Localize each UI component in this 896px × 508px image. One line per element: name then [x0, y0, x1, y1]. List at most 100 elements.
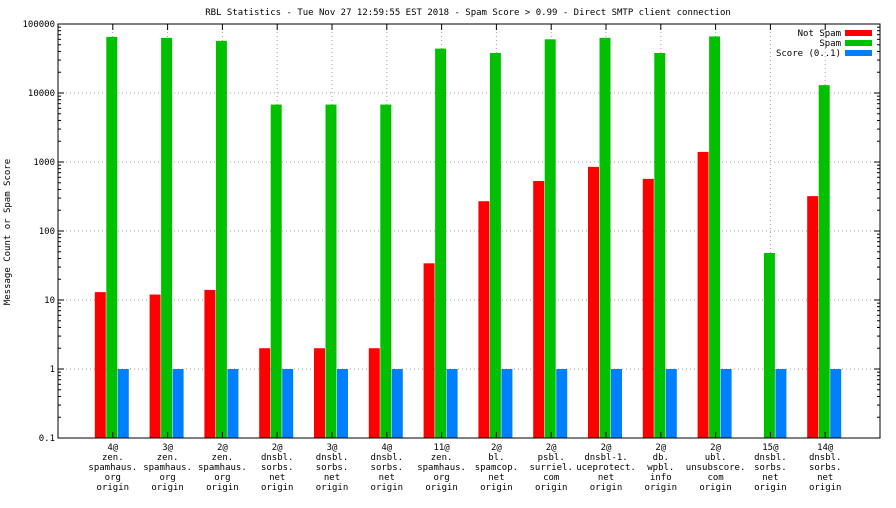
x-tick-label-line: origin	[316, 483, 349, 493]
x-tick-label-line: sorbs.	[371, 463, 404, 473]
x-tick-label: 4@ dnsbl. sorbs. net origin	[371, 443, 404, 493]
x-tick-label-line: 2@	[272, 443, 283, 453]
x-tick-label: 2@ dnsbl. sorbs. net origin	[261, 443, 294, 493]
x-tick-label-line: dnsbl.	[809, 453, 842, 463]
x-tick-label-line: com	[707, 473, 723, 483]
x-tick-label-line: origin	[261, 483, 294, 493]
x-tick-label-line: 2@	[601, 443, 612, 453]
x-tick-label-line: 3@	[162, 443, 173, 453]
x-tick-label-line: net	[488, 473, 504, 483]
x-tick-label-line: zen.	[431, 453, 453, 463]
bar-spam	[489, 52, 501, 438]
x-tick-label-line: 2@	[710, 443, 721, 453]
bar-spam	[380, 104, 392, 438]
x-tick-label-line: 4@	[381, 443, 392, 453]
x-tick-label-line: surriel.	[530, 463, 573, 473]
x-tick-label-line: zen.	[157, 453, 179, 463]
x-tick-label-line: info	[650, 473, 672, 483]
x-tick-label-line: 2@	[655, 443, 666, 453]
legend-label: Score (0..1)	[776, 49, 841, 59]
x-tick-label-line: net	[379, 473, 395, 483]
x-tick-label-line: origin	[206, 483, 239, 493]
y-tick-label: 1000	[33, 158, 55, 168]
x-tick-label-line: net	[324, 473, 340, 483]
x-tick-label-line: origin	[754, 483, 787, 493]
x-tick-label: 2@ psbl. surriel. com origin	[530, 443, 573, 493]
y-axis-label: Message Count or Spam Score	[3, 159, 13, 305]
bar-not-spam	[94, 292, 106, 438]
legend-label: Not Spam	[798, 29, 841, 39]
x-tick-label: 2@ ubl. unsubscore. com origin	[686, 443, 746, 493]
x-tick-label-line: unsubscore.	[686, 463, 746, 473]
bar-spam	[818, 85, 830, 438]
x-tick-label-line: 4@	[107, 443, 118, 453]
chart-title: RBL Statistics - Tue Nov 27 12:59:55 EST…	[205, 8, 731, 18]
bar-spam	[763, 252, 775, 438]
bar-score-0-1	[501, 369, 513, 438]
bar-score-0-1	[337, 369, 348, 438]
y-tick-label: 1	[50, 365, 55, 375]
x-tick-label: 3@ dnsbl. sorbs. net origin	[316, 443, 349, 493]
x-tick-label-line: origin	[809, 483, 842, 493]
y-tick-label: 10	[44, 296, 55, 306]
bars-layer	[94, 36, 842, 439]
bar-spam	[544, 39, 556, 439]
x-tick-label-line: origin	[590, 483, 623, 493]
x-tick-label-line: psbl.	[538, 453, 565, 463]
x-tick-label-line: com	[543, 473, 559, 483]
x-tick-label-line: dnsbl.	[261, 453, 294, 463]
bar-not-spam	[807, 196, 819, 438]
bar-spam	[161, 37, 173, 439]
bar-spam	[106, 36, 118, 439]
x-tick-label-line: net	[598, 473, 614, 483]
bar-spam	[654, 52, 666, 438]
x-tick-label: 2@ dnsbl-1. uceprotect. net origin	[576, 443, 636, 493]
bar-score-0-1	[446, 369, 458, 438]
x-tick-label-line: 2@	[217, 443, 228, 453]
bar-not-spam	[588, 166, 599, 438]
x-tick-label-line: sorbs.	[261, 463, 294, 473]
y-tick-label: 10000	[28, 89, 55, 99]
bar-not-spam	[423, 263, 435, 438]
x-tick-label-line: 3@	[327, 443, 338, 453]
x-tick-label-line: dnsbl.	[754, 453, 787, 463]
x-tick-label: 2@ db. wpbl. info origin	[645, 443, 678, 493]
x-tick-label-line: 11@	[433, 443, 450, 453]
bar-score-0-1	[611, 369, 622, 438]
bar-score-0-1	[282, 369, 294, 438]
x-tick-label-line: sorbs.	[754, 463, 787, 473]
bar-spam	[599, 37, 611, 439]
bar-spam	[215, 40, 227, 438]
legend-swatch	[845, 50, 872, 56]
x-tick-label-line: dnsbl.	[371, 453, 404, 463]
x-tick-label: 4@ zen. spamhaus. org origin	[88, 443, 137, 493]
x-tick-label-line: net	[762, 473, 778, 483]
bar-score-0-1	[720, 369, 732, 438]
x-tick-label-line: spamhaus.	[143, 463, 192, 473]
bar-score-0-1	[172, 369, 184, 438]
x-tick-label-line: net	[269, 473, 285, 483]
x-tick-label-line: 2@	[546, 443, 557, 453]
bar-not-spam	[259, 348, 271, 438]
x-tick-label-line: sorbs.	[316, 463, 349, 473]
y-tick-label: 100000	[22, 20, 55, 30]
bar-not-spam	[533, 181, 545, 438]
x-tick-label-line: ubl.	[705, 453, 727, 463]
x-tick-label-line: org	[433, 473, 449, 483]
x-tick-label-line: origin	[699, 483, 732, 493]
x-tick-label-line: origin	[645, 483, 678, 493]
x-tick-label-line: org	[214, 473, 230, 483]
bar-score-0-1	[556, 369, 568, 438]
x-tick-label-line: wpbl.	[647, 463, 674, 473]
x-tick-label: 15@ dnsbl. sorbs. net origin	[754, 443, 787, 493]
x-tick-label-line: org	[105, 473, 121, 483]
y-tick-label: 100	[39, 227, 55, 237]
x-tick-label-line: origin	[535, 483, 568, 493]
x-tick-label-line: sorbs.	[809, 463, 842, 473]
x-tick-label-line: dnsbl.	[316, 453, 349, 463]
x-tick-label: 11@ zen. spamhaus. org origin	[417, 443, 466, 493]
legend-swatch	[845, 30, 872, 36]
bar-score-0-1	[391, 369, 403, 438]
x-tick-label: 2@ zen. spamhaus. org origin	[198, 443, 247, 493]
